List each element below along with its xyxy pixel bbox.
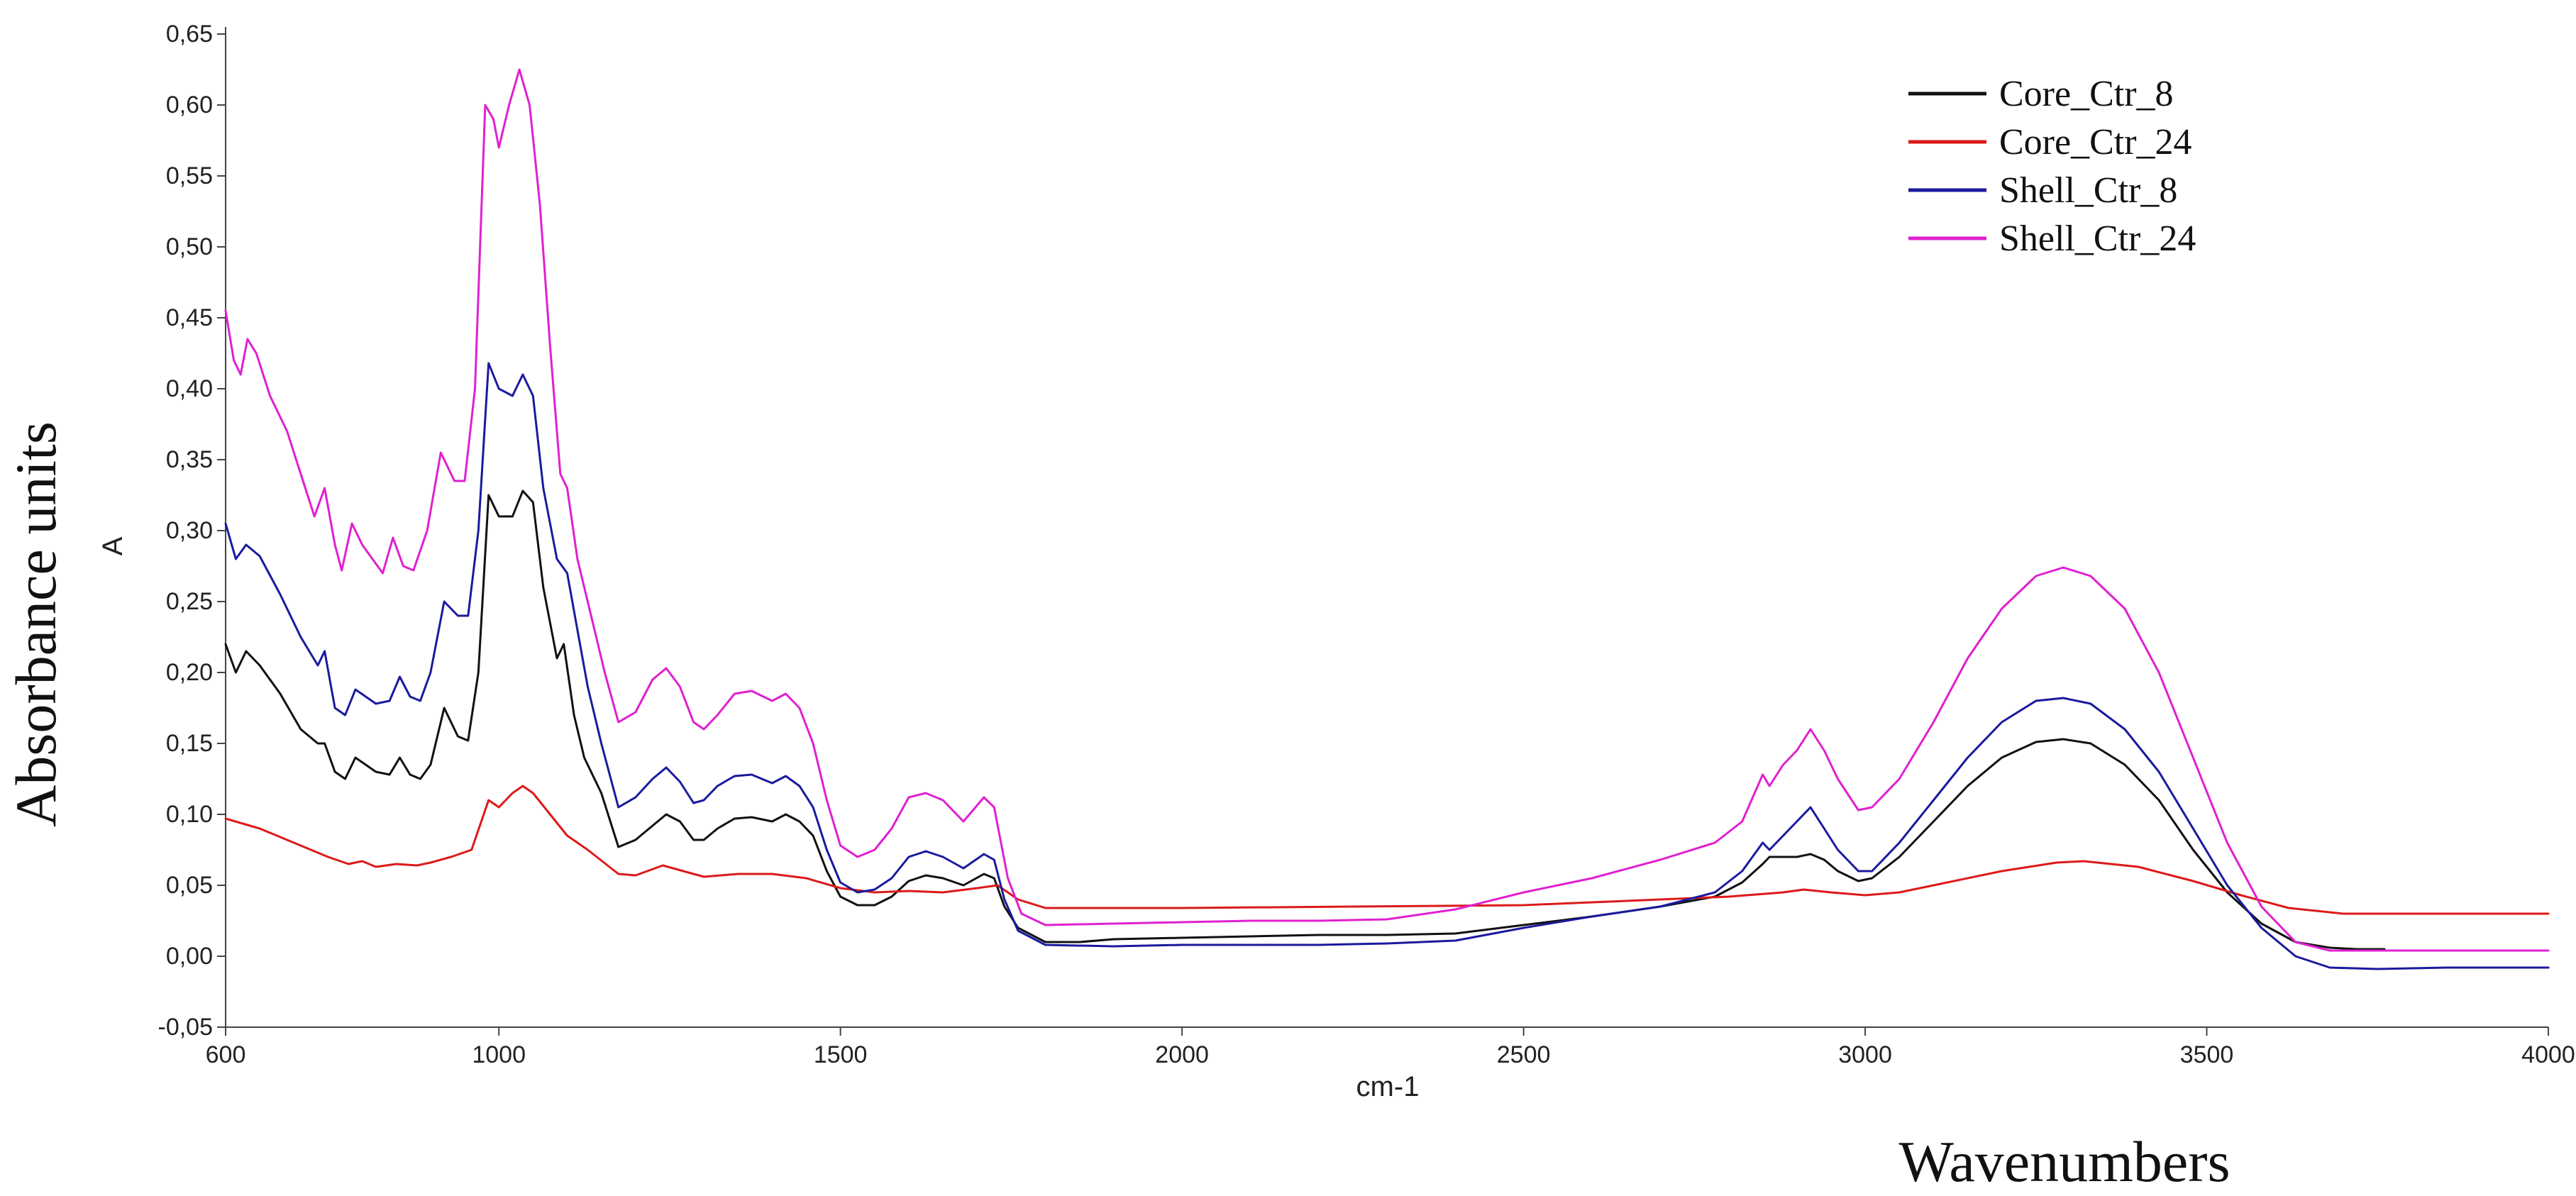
series-line-core-ctr-8 [224,489,2386,951]
legend-label: Core_Ctr_8 [1999,74,2174,114]
x-tick-label: 3500 [2180,1041,2234,1068]
y-axis-unit: A [97,536,128,555]
x-tick-label: 1500 [814,1041,868,1068]
y-tick-label: 0,55 [166,162,213,189]
y-tick-label: 0,50 [166,233,213,260]
x-tick-label: 4000 [2521,1041,2575,1068]
axes: -0,05 0,00 0,05 0,10 0,15 0,20 0,25 0,30 0,35 0,4… [158,21,2575,1068]
series-line-shell-ctr-24 [224,68,2550,952]
y-axis-title: Absorbance units [4,421,68,827]
y-tick-label: 0,65 [166,21,213,48]
y-tick-label: 0,45 [166,304,213,331]
y-tick-label: 0,10 [166,801,213,828]
x-tick-label: 600 [206,1041,246,1068]
x-axis-unit: cm-1 [1356,1071,1420,1102]
x-tick-label: 2000 [1155,1041,1209,1068]
series-layer [224,68,2550,970]
y-tick-label: 0,05 [166,872,213,899]
y-tick-label: 0,40 [166,375,213,402]
y-tick-label: -0,05 [158,1014,214,1041]
y-tick-label: 0,15 [166,730,213,757]
x-axis-title: Wavenumbers [1898,1129,2230,1194]
legend-label: Core_Ctr_24 [1999,122,2192,162]
x-tick-label: 2500 [1497,1041,1551,1068]
legend-label: Shell_Ctr_24 [1999,218,2196,259]
y-tick-label: 0,30 [166,517,213,544]
series-line-shell-ctr-8 [224,362,2550,970]
y-tick-label: 0,25 [166,588,213,615]
x-tick-label: 3000 [1838,1041,1892,1068]
y-tick-label: 0,00 [166,943,213,970]
series-line-core-ctr-24 [224,785,2550,915]
y-tick-label: 0,20 [166,659,213,686]
y-tick-label: 0,35 [166,446,213,473]
legend-label: Shell_Ctr_8 [1999,170,2177,211]
x-tick-label: 1000 [472,1041,526,1068]
legend: Core_Ctr_8 Core_Ctr_24 Shell_Ctr_8 Shell_Ct… [1908,74,2196,259]
y-tick-label: 0,60 [166,92,213,118]
